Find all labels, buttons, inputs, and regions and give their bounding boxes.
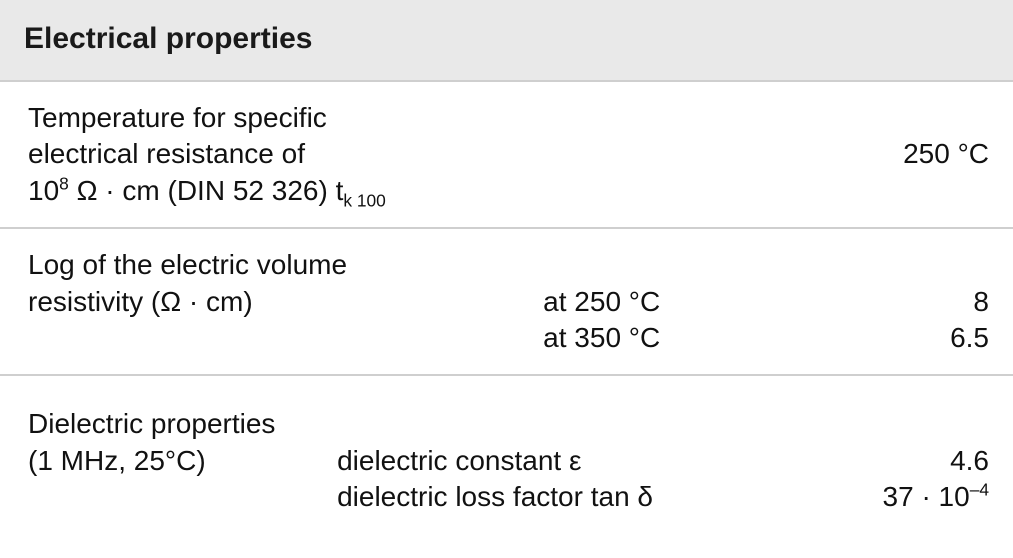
property-value: 250 °C xyxy=(386,136,989,172)
label-line: Dielectric properties xyxy=(28,406,989,442)
condition-text: at 350 °C xyxy=(393,320,851,356)
section-header: Electrical properties xyxy=(0,0,1013,82)
superscript: –4 xyxy=(970,480,989,500)
label-line: 108 Ω · cm (DIN 52 326) tk 100 xyxy=(28,173,386,209)
label-line: (1 MHz, 25°C) xyxy=(28,443,297,479)
label-line: electrical resistance of xyxy=(28,136,386,172)
value-text: 250 °C xyxy=(903,138,989,169)
table-row: Temperature for specific electrical resi… xyxy=(0,82,1013,229)
properties-table: Electrical properties Temperature for sp… xyxy=(0,0,1013,534)
label-line: Temperature for specific xyxy=(28,100,386,136)
label-line: resistivity (Ω · cm) xyxy=(28,284,393,320)
value-text: 8 xyxy=(851,284,989,320)
condition-text: dielectric constant ε xyxy=(297,443,779,479)
value-line: dielectric loss factor tan δ 37 · 10–4 xyxy=(28,479,989,515)
condition-text: dielectric loss factor tan δ xyxy=(297,479,779,515)
value-line: at 350 °C 6.5 xyxy=(28,320,989,356)
superscript: 8 xyxy=(59,173,69,193)
value-text: 4.6 xyxy=(779,443,989,479)
value-line: (1 MHz, 25°C) dielectric constant ε 4.6 xyxy=(28,443,989,479)
label-text: 10 xyxy=(28,175,59,206)
table-row: Dielectric properties (1 MHz, 25°C) diel… xyxy=(0,376,1013,533)
subscript: k 100 xyxy=(343,190,385,210)
value-line: resistivity (Ω · cm) at 250 °C 8 xyxy=(28,284,989,320)
value-text: 37 · 10 xyxy=(883,481,970,512)
value-text: 6.5 xyxy=(851,320,989,356)
label-text: Ω · cm (DIN 52 326) t xyxy=(69,175,344,206)
section-title: Electrical properties xyxy=(24,22,312,55)
condition-text: at 250 °C xyxy=(393,284,851,320)
table-row: Log of the electric volume resistivity (… xyxy=(0,229,1013,376)
value-text: 37 · 10–4 xyxy=(779,479,989,515)
label-line: Log of the electric volume xyxy=(28,247,989,283)
label-spacer xyxy=(28,320,393,356)
property-label: Temperature for specific electrical resi… xyxy=(28,100,386,209)
label-spacer xyxy=(28,479,297,515)
